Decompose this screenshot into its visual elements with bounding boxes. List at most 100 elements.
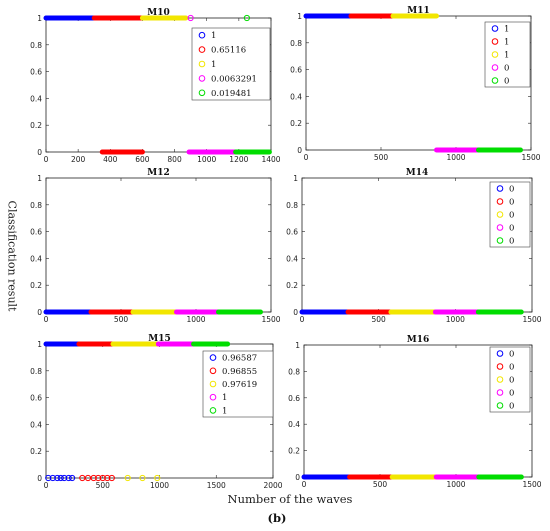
x-tick-label: 1500: [521, 153, 540, 162]
data-point-red: [108, 474, 115, 482]
legend-label: 0: [509, 363, 514, 373]
legend-label: 0.96587: [222, 354, 257, 364]
legend-marker-magenta: [496, 224, 504, 231]
x-tick-label: 1000: [197, 155, 216, 164]
y-tick-label: 0.4: [290, 92, 302, 101]
y-tick-label: 0.8: [30, 367, 42, 376]
legend-box: [191, 27, 271, 101]
y-tick-label: 0: [37, 148, 42, 157]
data-point-blue: [45, 474, 52, 482]
y-tick-label: 1: [37, 174, 42, 183]
data-point-blue: [61, 474, 68, 482]
y-tick-label: 0.2: [30, 447, 42, 456]
legend-marker-red: [496, 363, 504, 370]
data-point-blue: [65, 474, 72, 482]
legend-marker-yellow: [491, 51, 499, 58]
legend-label: 0: [509, 185, 514, 195]
data-point-red: [99, 474, 106, 482]
x-tick-label: 1400: [261, 155, 280, 164]
y-tick-label: 0.4: [30, 420, 42, 429]
legend-label: 0: [509, 376, 514, 386]
x-tick-label: 0: [304, 153, 309, 162]
y-axis-label-text: Classification result: [5, 200, 19, 312]
legend-marker-yellow: [496, 376, 504, 383]
legend-label: 1: [504, 25, 509, 35]
legend-label: 0.019481: [211, 89, 252, 99]
y-tick-label: 1: [295, 341, 300, 350]
legend-marker-blue: [491, 25, 499, 32]
x-tick-label: 1500: [522, 480, 541, 489]
data-point-green: [243, 14, 250, 22]
legend-marker-blue: [209, 354, 217, 361]
panel-m15: 0 0.2 0.4 0.6 0.8 1 0 500 1000 1500 2000 M15 0.96587…: [30, 334, 283, 490]
legend-label: 0.97619: [222, 380, 257, 390]
legend-marker-magenta: [491, 64, 499, 71]
legend: 0 0 0 0 0: [489, 181, 531, 248]
data-point-yellow: [124, 474, 131, 482]
legend-label: 1: [504, 51, 509, 61]
y-tick-label: 0: [297, 146, 302, 155]
y-tick-label: 0.2: [288, 447, 300, 456]
legend: 0 0 0 0 0: [489, 346, 531, 413]
x-tick-label: 0: [302, 480, 307, 489]
shared-y-axis-label: Classification result: [3, 176, 21, 336]
y-tick-label: 0.4: [288, 420, 300, 429]
legend-label: 0: [509, 211, 514, 221]
panel-m10: 0 0.2 0.4 0.6 0.8 1 0 200 400 600 800 1000 1200 1400 M…: [30, 8, 281, 164]
x-tick-label: 1000: [186, 315, 205, 324]
legend: 1 0.65116 1 0.0063291 0.019481: [191, 27, 271, 101]
legend-marker-yellow: [198, 60, 206, 68]
legend-label: 0: [504, 77, 509, 87]
legend-label: 0: [504, 64, 509, 74]
legend-marker-red: [496, 198, 504, 205]
x-tick-label: 1500: [207, 481, 226, 490]
x-tick-label: 200: [71, 155, 86, 164]
legend-marker-red: [209, 367, 217, 375]
y-tick-label: 1: [37, 14, 42, 23]
legend-label: 0: [509, 389, 514, 399]
x-tick-label: 1000: [446, 315, 465, 324]
legend-label: 0.96855: [222, 367, 257, 377]
chart-title: M10: [147, 8, 170, 18]
y-tick-label: 0.8: [290, 39, 302, 48]
legend-label: 0: [509, 224, 514, 234]
y-tick-label: 1: [37, 340, 42, 349]
x-tick-label: 500: [96, 481, 111, 490]
y-tick-label: 0.8: [30, 201, 42, 210]
x-tick-label: 1500: [261, 315, 280, 324]
data-point-blue: [57, 474, 64, 482]
data-point-red: [104, 474, 111, 482]
data-point-blue: [69, 474, 76, 482]
chart-title: M15: [148, 334, 171, 344]
y-tick-label: 0: [37, 308, 42, 317]
data-point-blue: [54, 474, 61, 482]
y-tick-label: 0.8: [30, 41, 42, 50]
x-tick-label: 800: [167, 155, 182, 164]
y-tick-label: 0.2: [30, 121, 42, 130]
y-tick-label: 0.6: [30, 68, 42, 77]
x-tick-label: 500: [372, 315, 387, 324]
data-point-red: [90, 474, 97, 482]
x-tick-label: 500: [114, 315, 129, 324]
x-tick-label: 1000: [446, 153, 465, 162]
legend-marker-green: [496, 402, 504, 409]
y-tick-label: 0.6: [290, 66, 302, 75]
legend-marker-green: [198, 89, 206, 97]
shared-x-axis-label: Number of the waves: [227, 492, 353, 506]
legend: 0.96587 0.96855 0.97619 1 1: [202, 350, 274, 418]
y-tick-label: 0.8: [286, 201, 298, 210]
x-tick-label: 0: [44, 481, 49, 490]
legend-marker-green: [491, 77, 499, 84]
y-tick-label: 0.6: [288, 394, 300, 403]
legend-marker-blue: [496, 350, 504, 357]
data-point-magenta: [187, 14, 194, 22]
data-point-red: [95, 474, 102, 482]
legend-marker-red: [491, 38, 499, 45]
subfigure-label: (b): [267, 511, 287, 525]
y-tick-label: 0.6: [30, 394, 42, 403]
